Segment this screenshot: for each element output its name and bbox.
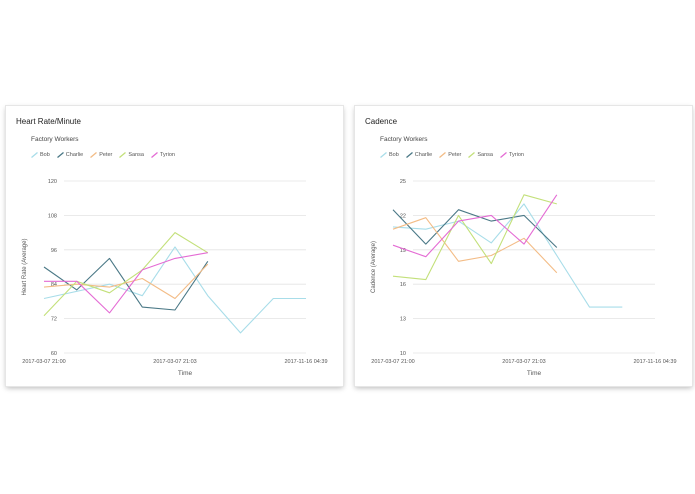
y-axis-title: Heart Rate (Average) — [22, 239, 28, 296]
y-tick-label: 13 — [400, 317, 406, 323]
legend-item-peter[interactable]: Peter — [90, 152, 112, 158]
y-tick-label: 19 — [400, 248, 406, 254]
legend-line-icon — [500, 152, 507, 158]
y-tick-label: 60 — [51, 351, 57, 357]
y-tick-label: 120 — [48, 179, 57, 185]
legend[interactable]: Bob Charlie Peter Sansa Tyrion — [31, 152, 175, 158]
heart-rate-line-chart: 60 72 84 96 108 120 2017-03-07 21:00 2017-03-07… — [22, 179, 328, 377]
legend-line-icon — [31, 152, 38, 158]
legend-item-peter[interactable]: Peter — [439, 152, 461, 158]
legend-item-bob[interactable]: Bob — [31, 152, 50, 158]
y-tick-label: 22 — [400, 213, 406, 219]
legend-line-icon — [90, 152, 98, 158]
legend-label: Bob — [40, 152, 50, 158]
legend-line-icon — [119, 152, 127, 158]
series-line-tyrion[interactable] — [392, 194, 558, 258]
series-line-sansa[interactable] — [392, 194, 557, 281]
x-tick-label: 2017-03-07 21:00 — [371, 359, 414, 365]
y-tick-label: 10 — [400, 351, 406, 357]
y-tick-label: 16 — [400, 282, 406, 288]
x-axis-title: Time — [178, 370, 193, 377]
y-tick-label: 96 — [51, 248, 57, 254]
legend-label: Tyrion — [160, 152, 175, 158]
x-tick-label: 2017-03-07 21:03 — [502, 359, 545, 365]
legend-label: Charlie — [65, 152, 84, 158]
legend-item-sansa[interactable]: Sansa — [468, 152, 493, 158]
legend-title: Factory Workers — [31, 136, 79, 143]
series-line-charlie[interactable] — [392, 209, 558, 248]
legend-item-sansa[interactable]: Sansa — [119, 152, 144, 158]
x-tick-label: 2017-03-07 21:00 — [22, 359, 65, 365]
legend-label: Sansa — [477, 152, 493, 158]
y-axis-title: Cadence (Average) — [371, 241, 377, 293]
legend-line-icon — [56, 152, 64, 158]
series-line-peter[interactable] — [43, 263, 209, 300]
legend-line-icon — [405, 152, 413, 158]
legend-title: Factory Workers — [380, 136, 428, 143]
series-line-sansa[interactable] — [43, 232, 209, 317]
legend-item-tyrion[interactable]: Tyrion — [151, 152, 175, 158]
y-tick-label: 72 — [51, 317, 57, 323]
y-tick-label: 108 — [48, 213, 57, 219]
x-axis-title: Time — [527, 370, 542, 377]
legend-line-icon — [439, 152, 447, 158]
legend-label: Peter — [448, 152, 462, 158]
legend-label: Charlie — [414, 152, 433, 158]
chart-title: Cadence — [365, 117, 398, 126]
series-line-bob[interactable] — [392, 203, 623, 308]
legend-item-bob[interactable]: Bob — [380, 152, 399, 158]
legend-label: Bob — [389, 152, 399, 158]
legend-line-icon — [151, 152, 158, 158]
cadence-line-chart: 10 13 16 19 22 25 2017-03-07 21:00 2017-03-07 2… — [371, 179, 677, 377]
cadence-chart-card: Cadence Factory Workers Bob Charlie Peter S… — [355, 106, 692, 386]
chart-title: Heart Rate/Minute — [16, 117, 81, 126]
series-line-bob[interactable] — [43, 246, 306, 334]
legend-item-charlie[interactable]: Charlie — [405, 152, 433, 158]
heart-rate-chart-card: Heart Rate/Minute Factory Workers Bob Cha… — [6, 106, 343, 386]
legend-label: Tyrion — [509, 152, 524, 158]
legend[interactable]: Bob Charlie Peter Sansa Tyrion — [380, 152, 524, 158]
legend-item-tyrion[interactable]: Tyrion — [500, 152, 524, 158]
y-tick-label: 84 — [51, 282, 57, 288]
x-tick-label: 2017-11-16 04:39 — [633, 359, 676, 365]
series-line-tyrion[interactable] — [44, 252, 208, 314]
legend-line-icon — [468, 152, 476, 158]
legend-label: Peter — [99, 152, 113, 158]
legend-line-icon — [380, 152, 387, 158]
series-line-peter[interactable] — [392, 217, 558, 274]
x-tick-label: 2017-03-07 21:03 — [153, 359, 196, 365]
y-tick-label: 25 — [400, 179, 406, 185]
x-tick-label: 2017-11-16 04:39 — [284, 359, 327, 365]
legend-label: Sansa — [128, 152, 144, 158]
legend-item-charlie[interactable]: Charlie — [56, 152, 84, 158]
